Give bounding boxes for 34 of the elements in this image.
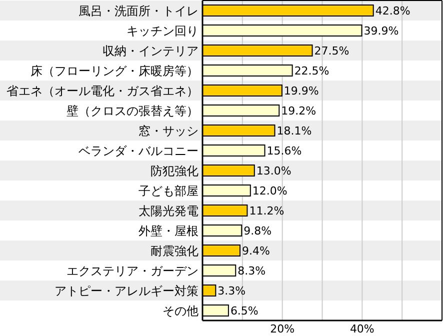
y-tick-label: 壁（クロスの張替え等） — [66, 104, 198, 118]
y-tick-label: 床（フローリング・床暖房等） — [30, 64, 198, 78]
data-label: 22.5% — [294, 64, 330, 78]
data-label: 19.2% — [281, 104, 316, 118]
y-tick-label: その他 — [162, 304, 198, 318]
x-tick-label: 20% — [270, 322, 295, 336]
y-tick-label: 窓・サッシ — [138, 124, 198, 138]
data-label: 9.8% — [244, 224, 272, 238]
data-label: 9.4% — [242, 244, 270, 258]
y-tick-label: 耐震強化 — [150, 244, 198, 258]
y-tick-label: 収納・インテリア — [102, 44, 198, 58]
y-tick-label: ベランダ・バルコニー — [78, 144, 198, 158]
data-label: 39.9% — [364, 24, 399, 38]
data-label: 13.0% — [256, 164, 292, 178]
data-label: 12.0% — [252, 184, 288, 198]
data-label: 11.2% — [249, 204, 284, 218]
y-tick-label: 防犯強化 — [150, 164, 198, 178]
x-tick-label: 40% — [350, 322, 374, 336]
data-label: 19.9% — [284, 84, 319, 98]
y-tick-label: 風呂・洗面所・トイレ — [78, 4, 198, 18]
data-label: 3.3% — [218, 284, 246, 298]
data-label: 42.8% — [375, 4, 410, 18]
data-label: 6.5% — [230, 304, 258, 318]
y-tick-label: 外壁・屋根 — [138, 224, 198, 238]
data-label: 27.5% — [314, 44, 350, 58]
data-label: 18.1% — [276, 124, 312, 138]
y-tick-label: エクステリア・ガーデン — [66, 264, 198, 278]
data-label: 8.3% — [238, 264, 266, 278]
y-tick-label: 太陽光発電 — [138, 204, 198, 218]
y-tick-label: アトピー・アレルギー対策 — [54, 284, 198, 298]
y-tick-label: キッチン回り — [126, 24, 198, 38]
data-label: 15.6% — [266, 144, 302, 158]
y-tick-label: 子ども部屋 — [138, 184, 198, 198]
y-tick-label: 省エネ（オール電化・ガス省エネ） — [6, 84, 198, 98]
